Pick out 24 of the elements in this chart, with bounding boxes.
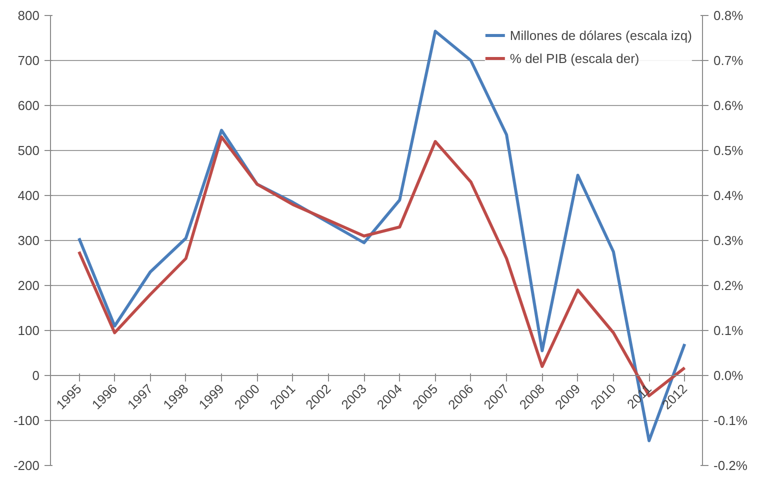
y-tick-label: -200 [13, 458, 40, 473]
y-tick-label: 0 [32, 368, 40, 383]
y2-tick-label: 0.5% [714, 143, 744, 158]
y-tick-label: 500 [18, 143, 40, 158]
y-tick-label: 800 [18, 8, 40, 23]
y2-tick-label: -0.1% [714, 413, 748, 428]
y2-tick-label: -0.2% [714, 458, 748, 473]
y-tick-label: 200 [18, 278, 40, 293]
y-tick-label: 700 [18, 53, 40, 68]
y2-tick-label: 0.0% [714, 368, 744, 383]
legend-label: Millones de dólares (escala izq) [510, 28, 692, 42]
y2-tick-label: 0.6% [714, 98, 744, 113]
y2-tick-label: 0.3% [714, 233, 744, 248]
y-tick-label: 300 [18, 233, 40, 248]
y2-tick-label: 0.8% [714, 8, 744, 23]
legend-label: % del PIB (escala der) [510, 50, 640, 66]
y2-tick-label: 0.7% [714, 53, 744, 68]
y-tick-label: -100 [13, 413, 40, 428]
y2-tick-label: 0.2% [714, 278, 744, 293]
y-tick-label: 400 [18, 188, 40, 203]
y-tick-label: 100 [18, 323, 40, 338]
y2-tick-label: 0.4% [714, 188, 744, 203]
y2-tick-label: 0.1% [714, 323, 744, 338]
y-tick-label: 600 [18, 98, 40, 113]
